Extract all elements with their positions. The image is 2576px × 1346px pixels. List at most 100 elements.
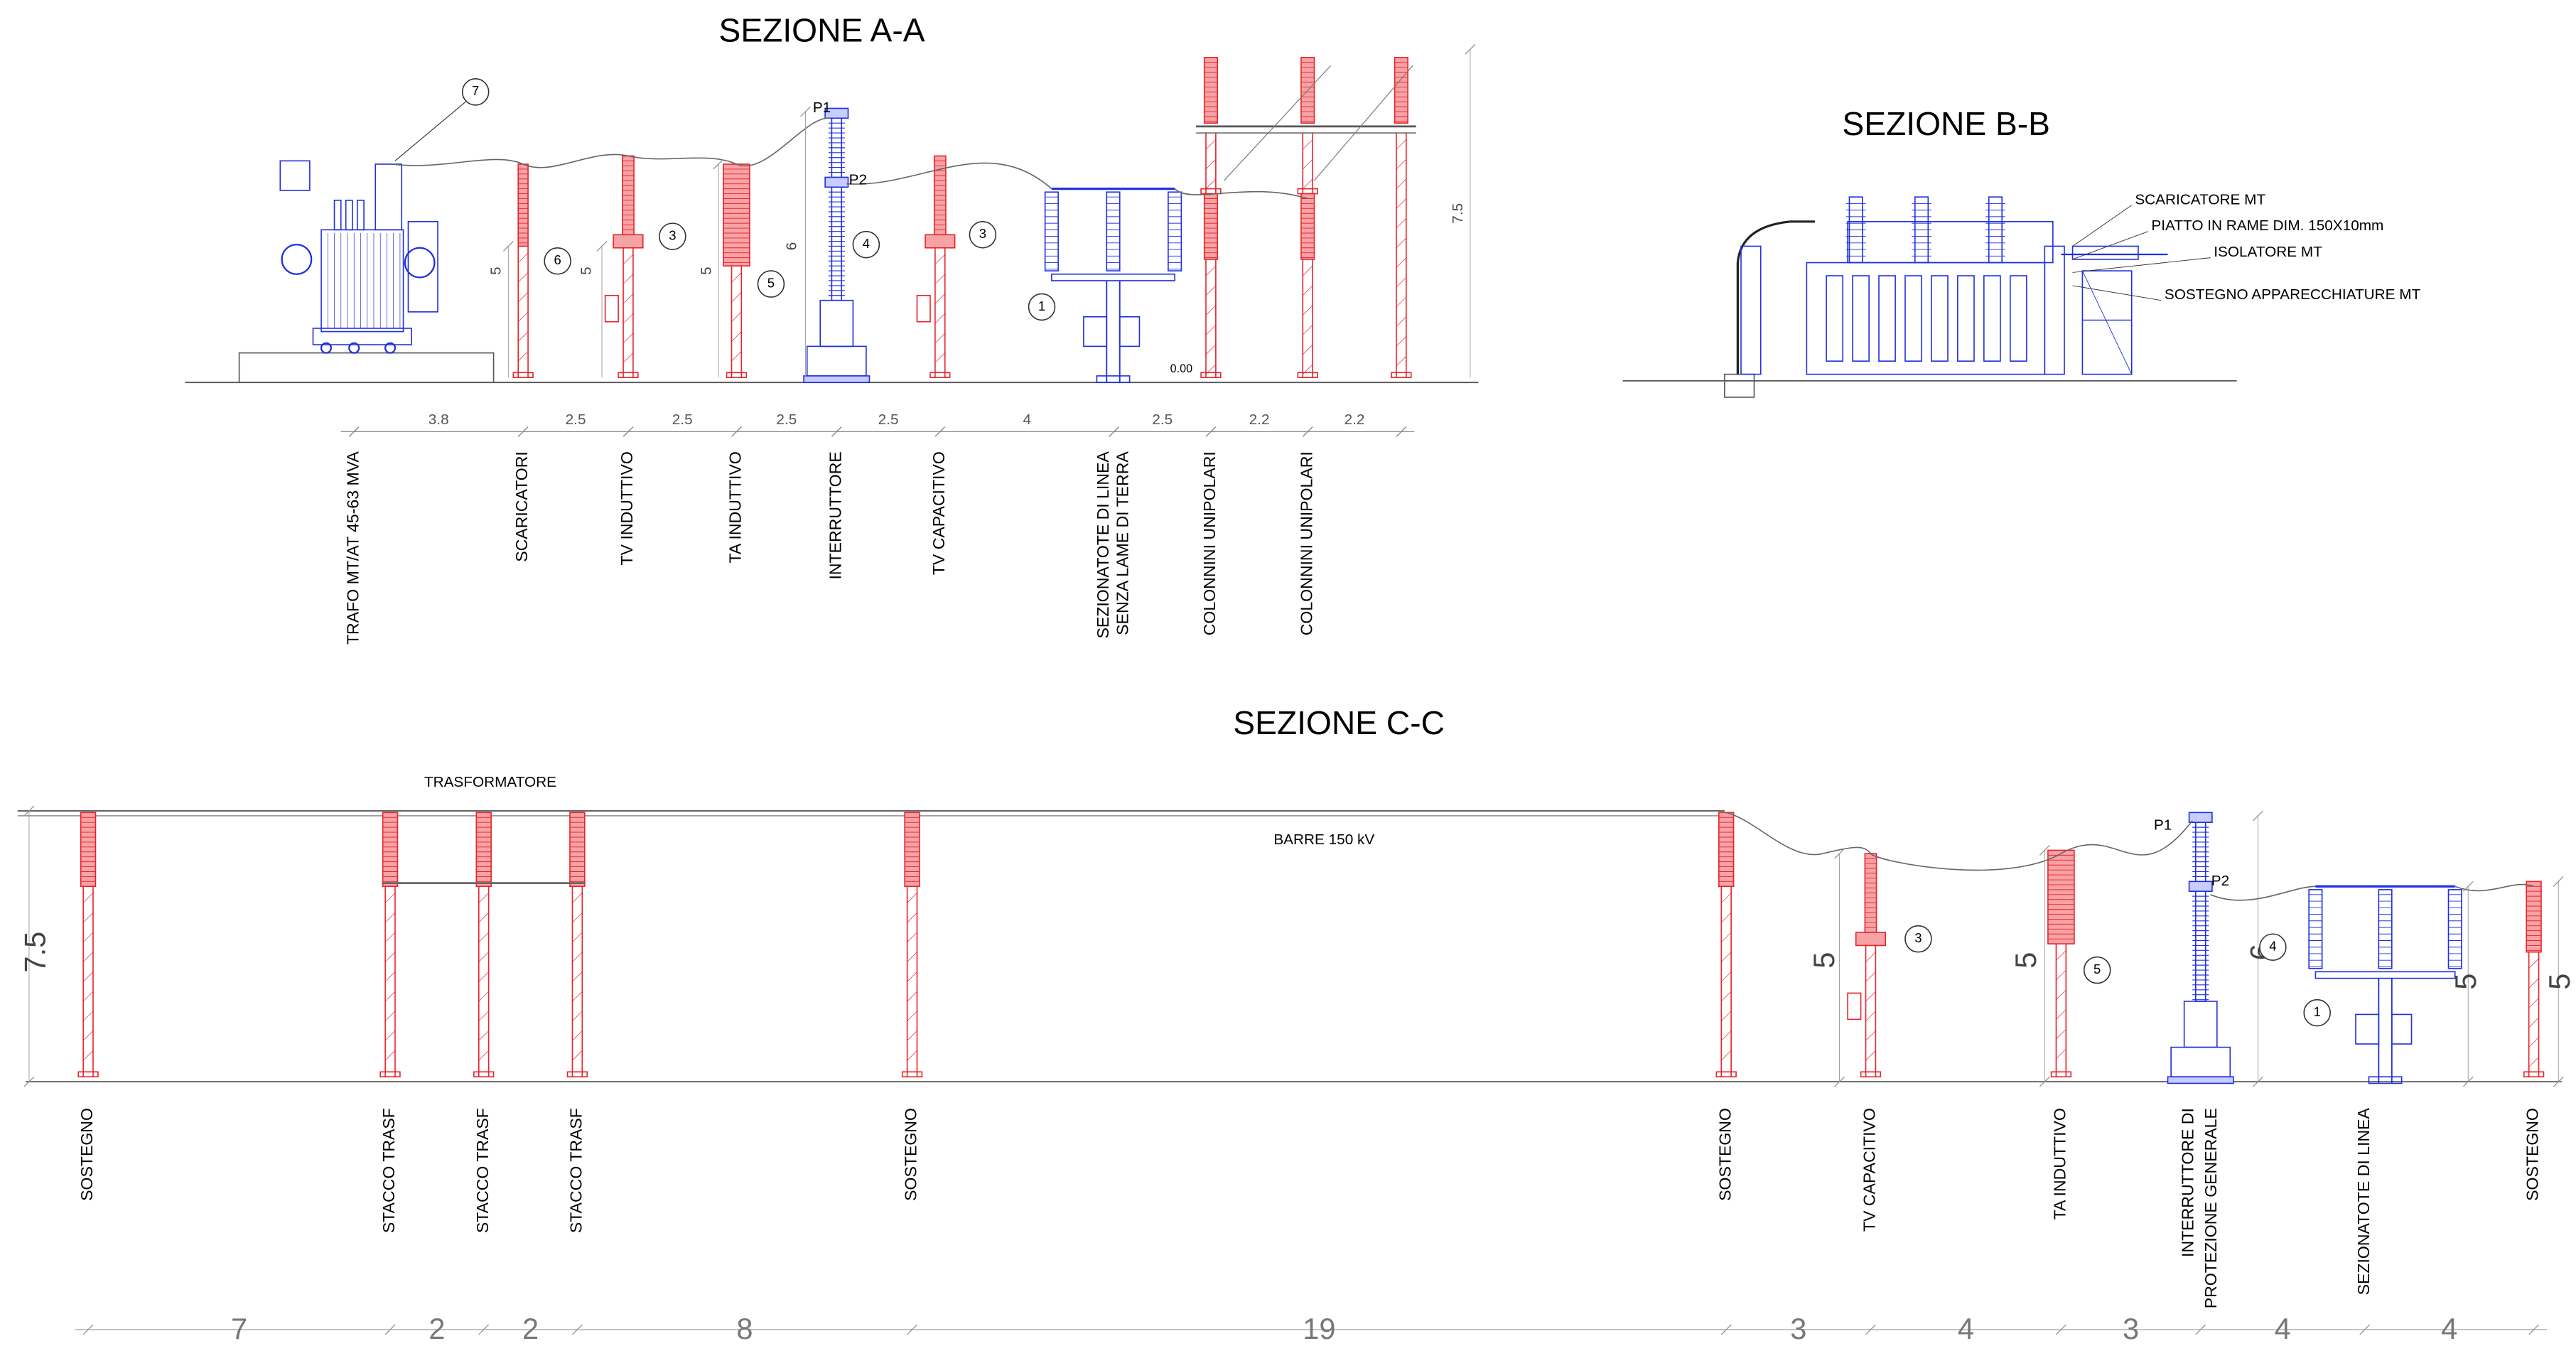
equipment-label: SOSTEGNO: [1715, 1108, 1734, 1201]
post-brace: [82, 1050, 94, 1061]
callout-circle: [2303, 998, 2332, 1027]
callout: 3: [1914, 930, 1922, 945]
disconnector-frame: [2314, 971, 2456, 979]
trafo-radiator: [2009, 275, 2027, 362]
post-brace: [572, 1050, 583, 1061]
callout-circle: [757, 270, 785, 298]
spacing-label: 2.5: [1152, 411, 1173, 428]
trafo-wheel: [348, 342, 360, 354]
dimension-tick: [731, 426, 742, 437]
post-brace: [1865, 1011, 1876, 1021]
section-title: SEZIONE C-C: [1233, 704, 1445, 741]
height-label: 5: [2543, 974, 2576, 990]
post-brace: [572, 893, 583, 903]
post-brace: [384, 1011, 396, 1021]
post-brace: [572, 952, 583, 962]
equipment-label: COLONNINI UNIPOLARI: [1297, 451, 1315, 635]
post-brace: [517, 331, 529, 342]
post-brace: [907, 932, 917, 943]
trafo-radiator: [407, 221, 438, 313]
insulator: [1718, 812, 1735, 888]
post-base: [473, 1071, 495, 1078]
dimension-tick: [907, 1324, 917, 1335]
leader: [2072, 285, 2162, 301]
callout: 7: [472, 83, 479, 98]
disconnector-foot: [1096, 375, 1131, 383]
post-brace: [517, 272, 529, 283]
equipment-label: TA INDUTTIVO: [726, 451, 745, 563]
post-base: [2050, 1071, 2072, 1078]
equipment-label: SEZIONATOTE DI LINEA: [1094, 451, 1112, 639]
post-brace: [731, 351, 742, 362]
dimension-tick: [571, 1324, 583, 1335]
spacing-label: 2.5: [878, 411, 899, 428]
post-brace: [907, 912, 917, 923]
callout-circle: [1904, 925, 1932, 953]
post-brace: [1721, 912, 1732, 923]
post-brace: [1396, 316, 1407, 327]
post-brace: [2528, 998, 2539, 1008]
post-brace: [1721, 971, 1732, 982]
disconnector-insulator: [1168, 191, 1182, 271]
wire: [846, 162, 1052, 190]
spacing-label: 3.8: [429, 411, 449, 428]
spacing-label: 2: [429, 1312, 445, 1345]
isolator: [2071, 245, 2139, 260]
trafo-bushing-box: [374, 163, 403, 231]
dimension-tick: [348, 426, 360, 437]
dimension-tick: [2253, 810, 2263, 822]
dimension-tick: [1109, 426, 1120, 437]
post-brace: [2056, 1048, 2066, 1060]
trafo-radiator: [1904, 275, 1922, 362]
dimension-tick: [23, 1076, 35, 1087]
height-label: 7.5: [18, 932, 51, 973]
post-brace: [2528, 958, 2539, 969]
post-brace: [1721, 1050, 1732, 1061]
height-label: 5: [2009, 952, 2042, 969]
post-brace: [572, 912, 583, 923]
equipment-label: TV CAPACITIVO: [1860, 1108, 1879, 1232]
post-brace: [1303, 158, 1313, 170]
conservator: [1847, 221, 2054, 264]
trafo-radiator: [1983, 275, 2001, 362]
trafo-wheel: [320, 342, 333, 354]
post-brace: [384, 1030, 396, 1041]
post-base: [1297, 188, 1318, 195]
breaker-head: [2188, 881, 2213, 893]
dimension-tick: [1834, 1076, 1845, 1087]
spacing-label: 4: [1958, 1312, 1974, 1345]
post-brace: [384, 932, 396, 943]
trafo-fan: [404, 247, 436, 279]
callout-circle: [2083, 956, 2111, 984]
dimension-tick: [384, 1324, 396, 1335]
post-brace: [517, 351, 529, 362]
post-brace: [517, 252, 529, 263]
disconnector-insulator: [1106, 191, 1121, 271]
post-brace: [572, 971, 583, 982]
post-base: [566, 1071, 588, 1078]
post-brace: [907, 1030, 917, 1041]
dimension-tick: [2462, 1076, 2474, 1087]
dimension-tick: [623, 426, 634, 437]
disconnector-insulator: [2308, 889, 2323, 969]
note-label: SCARICATORE MT: [2135, 191, 2265, 208]
breaker-mechanism: [819, 299, 854, 348]
dimension-tick: [1720, 1324, 1732, 1335]
equipment-label: COLONNINI UNIPOLARI: [1200, 451, 1219, 635]
post-brace: [2056, 950, 2066, 961]
dimension-tick: [478, 1324, 490, 1335]
dimension-tick: [2055, 1324, 2066, 1335]
post-brace: [82, 952, 94, 962]
dimension-tick: [2462, 881, 2474, 892]
callout-circle: [1028, 293, 1056, 321]
spacing-label: 2: [522, 1312, 539, 1345]
dimension-tick: [2039, 1076, 2050, 1087]
post-brace: [623, 294, 634, 304]
dimension-tick: [800, 106, 811, 117]
post-brace: [1303, 139, 1313, 150]
insulator: [2526, 881, 2542, 953]
callout: 4: [2269, 939, 2276, 954]
disconnector-box: [1083, 316, 1108, 348]
post-brace: [82, 893, 94, 903]
